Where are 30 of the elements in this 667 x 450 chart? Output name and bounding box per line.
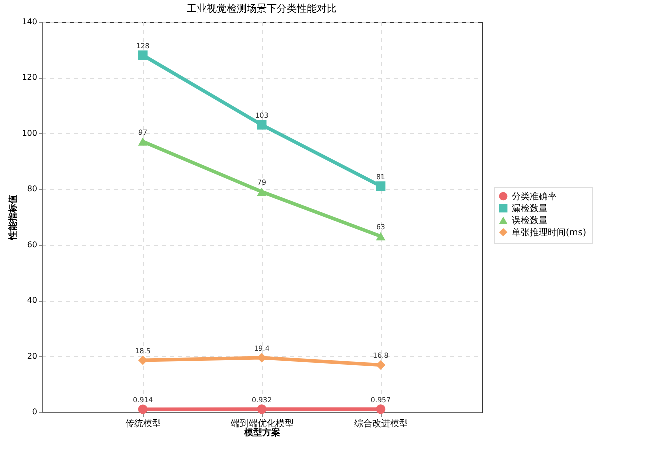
y-tick-label: 20 (27, 352, 38, 361)
point (138, 50, 148, 60)
x-tick-label: 端到端优化模型 (231, 418, 294, 430)
point (376, 232, 386, 241)
chart-title: 工业视觉检测场景下分类性能对比 (187, 3, 337, 15)
y-tick-label: 120 (22, 73, 38, 82)
point (257, 120, 267, 130)
y-tick-label: 0 (32, 408, 38, 416)
point (257, 353, 267, 363)
point (376, 404, 386, 414)
y-tick-label: 40 (27, 296, 38, 306)
point (257, 404, 267, 414)
y-tick-label: 80 (27, 184, 38, 194)
point (257, 188, 267, 196)
point (376, 360, 386, 370)
legend-label: 分类准确率 (512, 192, 557, 202)
y-tick-label: 140 (22, 18, 38, 26)
point (376, 182, 386, 192)
x-axis-title: 模型方案 (244, 428, 280, 438)
legend-label: 误检数量 (512, 216, 548, 226)
x-tick-label: 综合改进模型 (354, 418, 408, 430)
y-tick-label: 60 (27, 240, 38, 250)
point (138, 404, 148, 414)
x-tick-label: 传统模型 (126, 418, 162, 430)
y-tick-label: 100 (22, 128, 38, 138)
point (138, 356, 148, 366)
legend-label: 漏检数量 (512, 204, 548, 214)
point (138, 138, 148, 146)
y-axis-title: 性能指标值 (8, 195, 20, 241)
legend-label: 单张推理时间(ms) (512, 228, 586, 238)
